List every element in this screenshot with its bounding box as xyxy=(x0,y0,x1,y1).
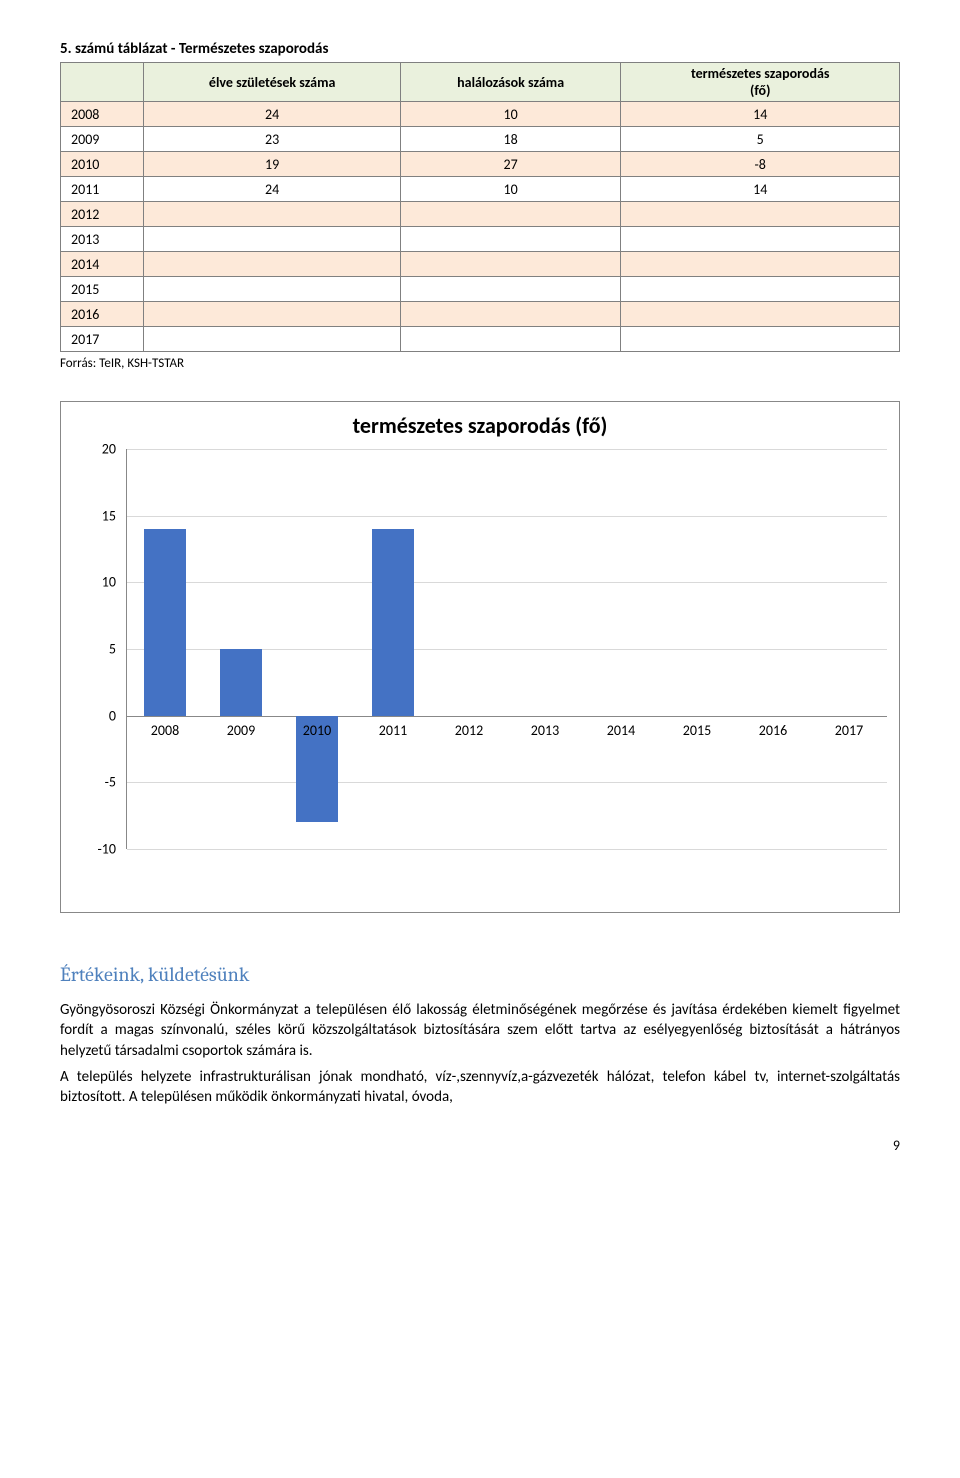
page-number: 9 xyxy=(60,1137,900,1154)
table-row: 2016 xyxy=(61,302,900,327)
table-cell xyxy=(621,252,900,277)
x-tick-label: 2015 xyxy=(659,722,735,739)
x-tick-label: 2008 xyxy=(127,722,203,739)
table-row: 2014 xyxy=(61,252,900,277)
table-cell: 2011 xyxy=(61,177,144,202)
plot-area: 2008200920102011201220132014201520162017 xyxy=(126,449,887,849)
y-tick-label: 10 xyxy=(81,574,116,591)
x-labels-row: 2008200920102011201220132014201520162017 xyxy=(127,722,887,739)
table-source: Forrás: TeIR, KSH-TSTAR xyxy=(60,356,900,371)
table-cell xyxy=(144,277,400,302)
grid-line xyxy=(127,516,887,517)
table-cell xyxy=(400,277,621,302)
zero-line xyxy=(127,716,887,717)
table-row: 200923185 xyxy=(61,127,900,152)
y-tick-label: 15 xyxy=(81,507,116,524)
table-cell xyxy=(144,202,400,227)
table-header-cell: élve születések száma xyxy=(144,63,400,102)
x-tick-label: 2011 xyxy=(355,722,431,739)
table-cell xyxy=(144,227,400,252)
table-cell: 27 xyxy=(400,152,621,177)
table-cell: -8 xyxy=(621,152,900,177)
chart-bar xyxy=(220,649,262,716)
x-tick-label: 2010 xyxy=(279,722,355,739)
y-tick-label: 20 xyxy=(81,441,116,458)
table-cell: 18 xyxy=(400,127,621,152)
chart-container: természetes szaporodás (fő) -10-50510152… xyxy=(60,401,900,913)
table-cell xyxy=(144,327,400,352)
grid-line xyxy=(127,782,887,783)
data-table: élve születések számahalálozások számate… xyxy=(60,62,900,352)
table-cell: 2010 xyxy=(61,152,144,177)
table-cell xyxy=(400,302,621,327)
table-cell: 24 xyxy=(144,177,400,202)
table-cell: 19 xyxy=(144,152,400,177)
table-cell: 2016 xyxy=(61,302,144,327)
chart-bar xyxy=(144,529,186,716)
table-cell: 10 xyxy=(400,177,621,202)
grid-line xyxy=(127,582,887,583)
table-body: 200824101420092318520101927-820112410142… xyxy=(61,102,900,352)
section-heading: Értékeink, küldetésünk xyxy=(60,963,900,986)
table-cell xyxy=(144,252,400,277)
chart-area: -10-505101520 20082009201020112012201320… xyxy=(121,449,879,869)
table-cell: 2009 xyxy=(61,127,144,152)
table-cell xyxy=(400,202,621,227)
table-row: 2012 xyxy=(61,202,900,227)
table-header-cell: halálozások száma xyxy=(400,63,621,102)
table-row: 2013 xyxy=(61,227,900,252)
table-row: 2011241014 xyxy=(61,177,900,202)
table-cell xyxy=(144,302,400,327)
x-tick-label: 2016 xyxy=(735,722,811,739)
table-cell xyxy=(621,327,900,352)
table-cell: 14 xyxy=(621,177,900,202)
table-cell: 2014 xyxy=(61,252,144,277)
grid-line xyxy=(127,849,887,850)
table-cell: 2017 xyxy=(61,327,144,352)
x-tick-label: 2017 xyxy=(811,722,887,739)
table-header-row: élve születések számahalálozások számate… xyxy=(61,63,900,102)
table-cell xyxy=(400,252,621,277)
table-row: 2015 xyxy=(61,277,900,302)
table-cell: 14 xyxy=(621,102,900,127)
table-row: 20101927-8 xyxy=(61,152,900,177)
y-axis: -10-505101520 xyxy=(81,449,116,869)
table-cell: 2015 xyxy=(61,277,144,302)
table-row: 2017 xyxy=(61,327,900,352)
table-cell: 5 xyxy=(621,127,900,152)
chart-bar xyxy=(372,529,414,716)
table-cell xyxy=(621,202,900,227)
x-tick-label: 2012 xyxy=(431,722,507,739)
table-cell xyxy=(621,302,900,327)
y-tick-label: -5 xyxy=(81,774,116,791)
table-cell: 2012 xyxy=(61,202,144,227)
table-cell xyxy=(400,227,621,252)
table-cell: 2013 xyxy=(61,227,144,252)
table-header-cell: természetes szaporodás(fő) xyxy=(621,63,900,102)
table-row: 2008241014 xyxy=(61,102,900,127)
x-tick-label: 2009 xyxy=(203,722,279,739)
paragraph-1: Gyöngyösoroszi Községi Önkormányzat a te… xyxy=(60,1000,900,1061)
y-tick-label: -10 xyxy=(81,841,116,858)
x-tick-label: 2013 xyxy=(507,722,583,739)
y-tick-label: 0 xyxy=(81,707,116,724)
table-cell: 2008 xyxy=(61,102,144,127)
table-cell xyxy=(621,227,900,252)
table-cell: 23 xyxy=(144,127,400,152)
chart-title: természetes szaporodás (fő) xyxy=(81,412,879,439)
table-header-cell xyxy=(61,63,144,102)
table-cell: 24 xyxy=(144,102,400,127)
table-title: 5. számú táblázat - Természetes szaporod… xyxy=(60,40,900,58)
y-tick-label: 5 xyxy=(81,641,116,658)
grid-line xyxy=(127,449,887,450)
x-tick-label: 2014 xyxy=(583,722,659,739)
table-cell xyxy=(400,327,621,352)
table-cell xyxy=(621,277,900,302)
table-cell: 10 xyxy=(400,102,621,127)
paragraph-2: A település helyzete infrastrukturálisan… xyxy=(60,1067,900,1108)
